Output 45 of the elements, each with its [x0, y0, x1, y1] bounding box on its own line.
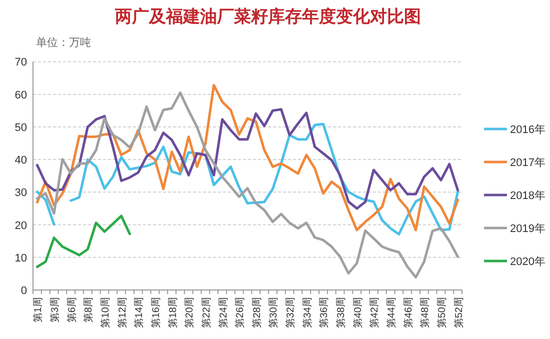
x-tick-label: 第24周: [217, 297, 230, 328]
line-series: [36, 214, 131, 268]
x-tick-label: 第52周: [452, 297, 465, 328]
legend-label: 2017年: [510, 157, 546, 169]
legend-label: 2020年: [510, 256, 546, 268]
x-tick-label: 第10周: [100, 297, 112, 328]
legend-label: 2016年: [510, 124, 546, 136]
y-tick-label: 30: [14, 187, 27, 200]
x-tick-label: 第26周: [234, 297, 246, 328]
y-tick-label: 20: [14, 220, 27, 232]
line-series: [36, 108, 460, 210]
x-tick-label: 第18周: [166, 297, 179, 328]
chart-title: 两广及福建油厂菜籽库存年度变化对比图: [114, 7, 421, 27]
y-tick-label: 50: [14, 122, 27, 134]
x-tick-label: 第8周: [82, 297, 95, 323]
x-tick-label: 第28周: [250, 297, 263, 328]
x-tick-label: 第44周: [386, 297, 398, 328]
x-tick-label: 第46周: [402, 297, 414, 328]
y-axis-title: 单位：万吨: [36, 36, 91, 49]
x-tick-label: 第38周: [335, 297, 348, 328]
line-series: [36, 91, 460, 279]
y-tick-label: 70: [14, 56, 27, 69]
x-tick-label: 第14周: [133, 297, 146, 328]
x-tick-label: 第32周: [284, 297, 297, 328]
x-tick-label: 第48周: [419, 297, 432, 328]
x-tick-label: 第22周: [200, 297, 212, 328]
x-tick-label: 第42周: [368, 297, 381, 328]
y-tick-label: 0: [20, 285, 27, 297]
x-tick-label: 第12周: [116, 297, 128, 328]
x-tick-label: 第50周: [436, 297, 448, 328]
y-tick-label: 60: [14, 89, 27, 102]
legend-label: 2018年: [510, 190, 546, 202]
line-series: [36, 84, 460, 232]
x-tick-label: 第6周: [66, 297, 78, 323]
y-tick-label: 40: [14, 154, 27, 167]
x-tick-label: 第36周: [318, 297, 330, 328]
x-tick-label: 第3周: [49, 297, 62, 323]
legend-label: 2019年: [510, 223, 546, 235]
x-tick-label: 第16周: [150, 297, 162, 328]
x-tick-label: 第1周: [32, 297, 44, 323]
x-tick-label: 第20周: [184, 297, 196, 328]
y-tick-label: 10: [14, 252, 27, 264]
x-tick-label: 第40周: [352, 297, 364, 328]
x-tick-label: 第30周: [268, 297, 280, 328]
x-tick-label: 第34周: [301, 297, 314, 328]
